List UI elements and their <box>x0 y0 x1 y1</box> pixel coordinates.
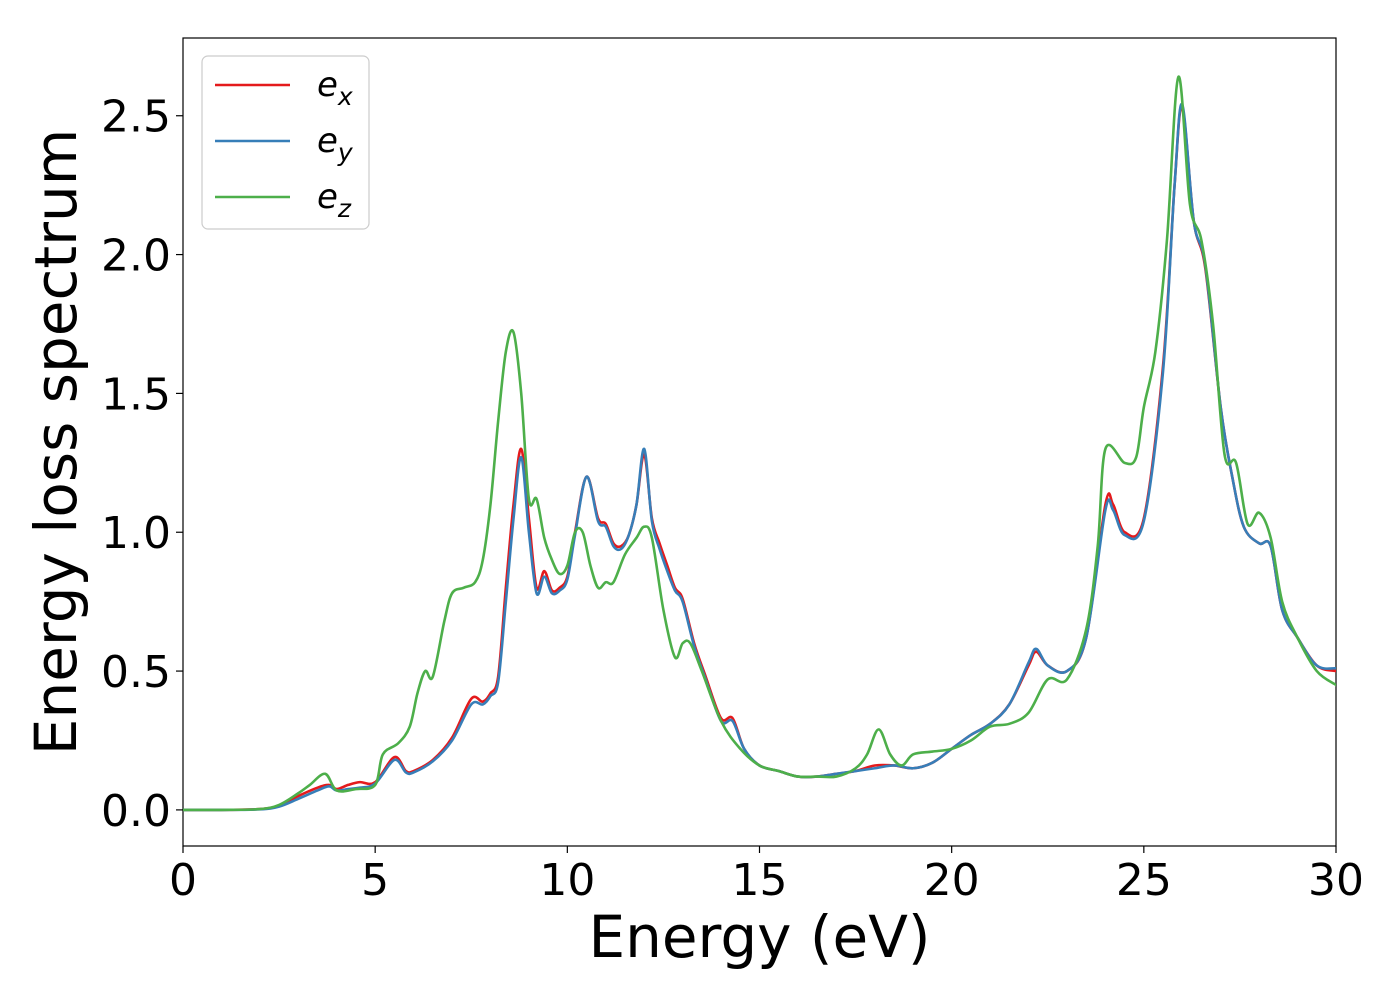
legend-item-z: ez <box>215 177 352 223</box>
series-layer <box>183 75 1336 812</box>
y-tick-label: 1.0 <box>101 508 171 559</box>
y-tick-label: 1.5 <box>101 369 171 420</box>
legend-label: ex <box>317 65 353 111</box>
x-axis-ticks: 0 5 10 15 20 25 30 <box>169 846 1364 906</box>
x-tick-label: 25 <box>1116 855 1172 906</box>
legend: ex ey ez <box>201 55 370 230</box>
y-tick-label: 2.0 <box>101 231 171 282</box>
legend-item-y: ey <box>215 121 354 167</box>
plot-frame <box>182 37 1337 847</box>
x-tick-label: 20 <box>924 855 980 906</box>
series-line-z <box>183 75 1336 812</box>
legend-label: ez <box>317 177 352 223</box>
legend-box <box>201 55 370 230</box>
y-axis-label: Energy loss spectrum <box>22 129 90 755</box>
legend-label: ey <box>317 121 354 167</box>
x-tick-label: 30 <box>1308 855 1364 906</box>
x-tick-label: 10 <box>539 855 595 906</box>
x-tick-label: 5 <box>361 855 389 906</box>
plot-area <box>182 37 1337 847</box>
series-line-y <box>183 102 1336 812</box>
x-tick-label: 15 <box>732 855 788 906</box>
x-axis-label: Energy (eV) <box>588 903 930 971</box>
legend-item-x: ex <box>215 65 353 111</box>
x-tick-label: 0 <box>169 855 197 906</box>
y-axis-ticks: 0.0 0.5 1.0 1.5 2.0 2.5 <box>101 92 183 837</box>
y-tick-label: 0.0 <box>101 786 171 837</box>
y-tick-label: 0.5 <box>101 647 171 698</box>
y-tick-label: 2.5 <box>101 92 171 143</box>
